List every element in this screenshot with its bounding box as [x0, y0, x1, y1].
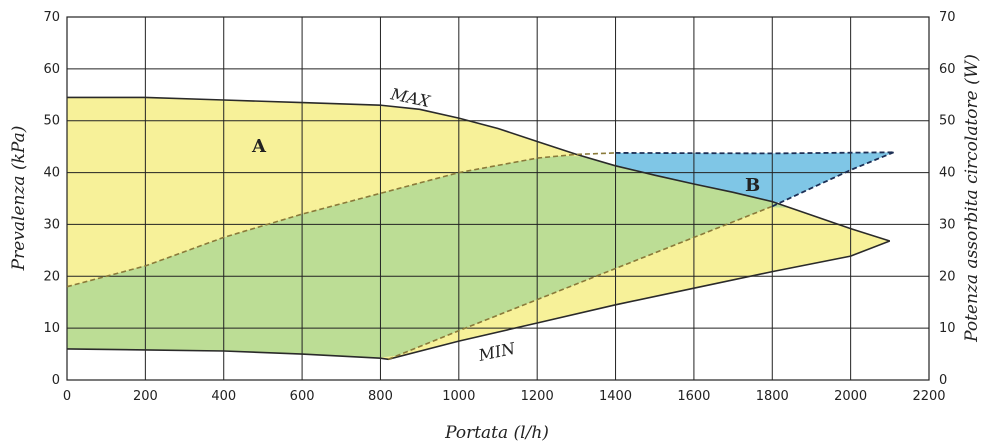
- x-tick-label: 2200: [912, 389, 945, 404]
- zone-label-b: B: [745, 175, 760, 196]
- y-tick-label-right: 30: [939, 217, 956, 232]
- grid-lines: [66, 16, 930, 381]
- overlap-fill: [67, 155, 894, 358]
- y-tick-label-right: 40: [939, 166, 956, 181]
- curves: [66, 96, 895, 361]
- x-tick-label: 1000: [442, 389, 475, 404]
- x-tick-label: 1400: [599, 389, 632, 404]
- x-tick-label: 0: [63, 389, 71, 404]
- x-tick-label: 1800: [756, 389, 789, 404]
- y-tick-label-right: 20: [939, 269, 956, 284]
- y-tick-label-left: 40: [43, 166, 60, 181]
- y-tick-label-right: 70: [939, 10, 956, 25]
- dashed-upper-limit-b: [615, 151, 894, 155]
- y-tick-label-left: 0: [52, 373, 60, 388]
- dashed-lower-limit: [387, 205, 773, 361]
- y-tick-label-left: 20: [43, 269, 60, 284]
- x-tick-label: 800: [368, 389, 393, 404]
- x-tick-label: 200: [133, 389, 158, 404]
- dashed-lower-limit-b: [771, 151, 895, 208]
- y-tick-label-right: 10: [939, 321, 956, 336]
- tick-labels: 0 200 400 600 800 1000 1200 1400 1600 1800 2000 220…: [43, 10, 955, 404]
- y-tick-label-left: 30: [43, 217, 60, 232]
- dashed-upper-limit: [66, 152, 616, 288]
- zone-fills: [67, 97, 894, 360]
- curve-label-min: MIN: [476, 338, 518, 365]
- y-tick-label-left: 70: [43, 10, 60, 25]
- zone-b-fill: [615, 152, 894, 203]
- x-tick-label: 1200: [521, 389, 554, 404]
- x-tick-label: 1600: [677, 389, 710, 404]
- zone-label-a: A: [251, 136, 267, 157]
- y-tick-label-left: 60: [43, 62, 60, 77]
- plot-frame: [66, 16, 930, 381]
- y-tick-label-left: 50: [43, 114, 60, 129]
- curve-max: [67, 96, 891, 242]
- y-tick-label-left: 10: [43, 321, 60, 336]
- x-axis-title: Portata (l/h): [444, 423, 549, 443]
- y-axis-title-left: Prevalenza (kPa): [9, 126, 29, 272]
- y-axis-title-right: Potenza assorbita circolatore (W): [962, 54, 982, 343]
- x-tick-label: 600: [290, 389, 315, 404]
- y-tick-label-right: 50: [939, 114, 956, 129]
- y-tick-label-right: 0: [939, 373, 947, 388]
- x-tick-label: 400: [211, 389, 236, 404]
- x-tick-label: 2000: [834, 389, 867, 404]
- y-tick-label-right: 60: [939, 62, 956, 77]
- curve-min: [66, 240, 891, 361]
